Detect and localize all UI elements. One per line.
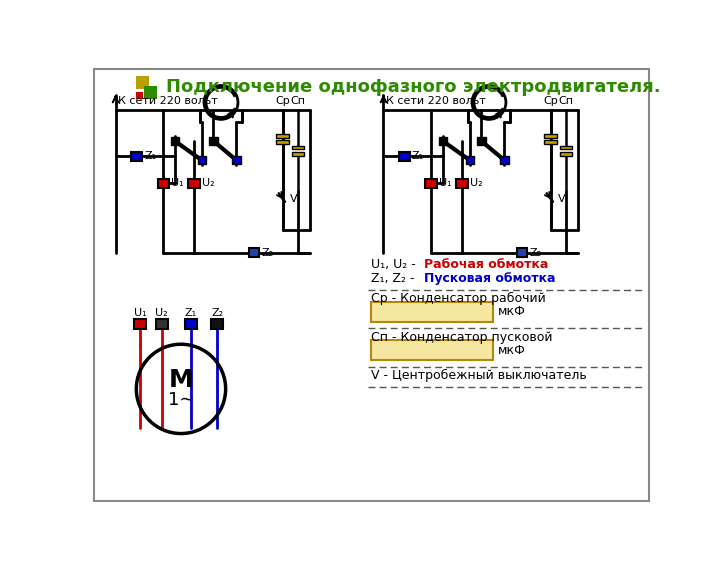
Bar	[560, 152, 572, 155]
Text: Пусковая обмотка: Пусковая обмотка	[423, 272, 555, 285]
Bar	[156, 319, 167, 329]
Bar	[371, 302, 493, 322]
Bar	[197, 156, 206, 164]
Text: Z₂: Z₂	[529, 247, 541, 258]
Bar	[249, 248, 259, 257]
Bar	[157, 179, 169, 188]
Bar	[185, 319, 196, 329]
Text: U₂: U₂	[155, 308, 168, 319]
Text: Ср - Конденсатор рабочий: Ср - Конденсатор рабочий	[371, 292, 546, 305]
Text: Рабочая обмотка: Рабочая обмотка	[423, 258, 548, 271]
Text: К сети 220 вольт: К сети 220 вольт	[386, 96, 486, 106]
Bar	[144, 86, 157, 99]
Text: V: V	[290, 194, 298, 204]
Bar	[292, 152, 304, 155]
Bar	[517, 248, 527, 257]
Text: U₂: U₂	[202, 179, 215, 188]
Text: M: M	[169, 368, 194, 392]
Bar	[465, 156, 474, 164]
Bar	[477, 137, 486, 145]
Text: Cр: Cр	[276, 96, 290, 106]
Text: мкФ: мкФ	[498, 306, 526, 319]
Text: 1∼: 1∼	[167, 390, 194, 408]
Bar	[544, 140, 557, 144]
Bar	[426, 179, 437, 188]
Text: V: V	[558, 194, 566, 204]
Text: U₂: U₂	[470, 179, 482, 188]
Bar	[371, 340, 493, 360]
Text: U₁: U₁	[171, 179, 183, 188]
Text: Z₁, Z₂ -: Z₁, Z₂ -	[371, 272, 418, 285]
Text: Cп: Cп	[558, 96, 573, 106]
Bar	[212, 319, 223, 329]
Text: мкФ: мкФ	[498, 344, 526, 357]
Text: U₁: U₁	[134, 308, 146, 319]
Bar	[292, 146, 304, 149]
Bar	[130, 152, 142, 161]
Text: Z₁: Z₁	[412, 151, 424, 162]
Bar	[399, 152, 410, 161]
Bar	[276, 140, 289, 144]
Bar	[560, 146, 572, 149]
Text: Подключение однофазного электродвигателя.: Подключение однофазного электродвигателя…	[165, 78, 660, 96]
Bar	[136, 76, 149, 89]
Bar	[209, 137, 218, 145]
Text: U₁, U₂ -: U₁, U₂ -	[371, 258, 420, 271]
Text: К сети 220 вольт: К сети 220 вольт	[118, 96, 218, 106]
Bar	[136, 92, 144, 99]
Text: Z₂: Z₂	[261, 247, 273, 258]
Bar	[439, 137, 447, 145]
Text: Cп: Cп	[291, 96, 305, 106]
Bar	[170, 137, 179, 145]
Bar	[456, 179, 468, 188]
Text: Сп - Конденсатор пусковой: Сп - Конденсатор пусковой	[371, 331, 552, 344]
Bar	[188, 179, 200, 188]
Text: U₁: U₁	[439, 179, 452, 188]
Text: Z₁: Z₁	[144, 151, 156, 162]
Bar	[232, 156, 241, 164]
Bar	[544, 134, 557, 138]
Text: Z₁: Z₁	[185, 308, 197, 319]
Bar	[500, 156, 509, 164]
Text: Cр: Cр	[543, 96, 558, 106]
Text: Z₂: Z₂	[211, 308, 223, 319]
Text: V - Центробежный выключатель: V - Центробежный выключатель	[371, 370, 587, 383]
Bar	[134, 319, 146, 329]
Bar	[276, 134, 289, 138]
